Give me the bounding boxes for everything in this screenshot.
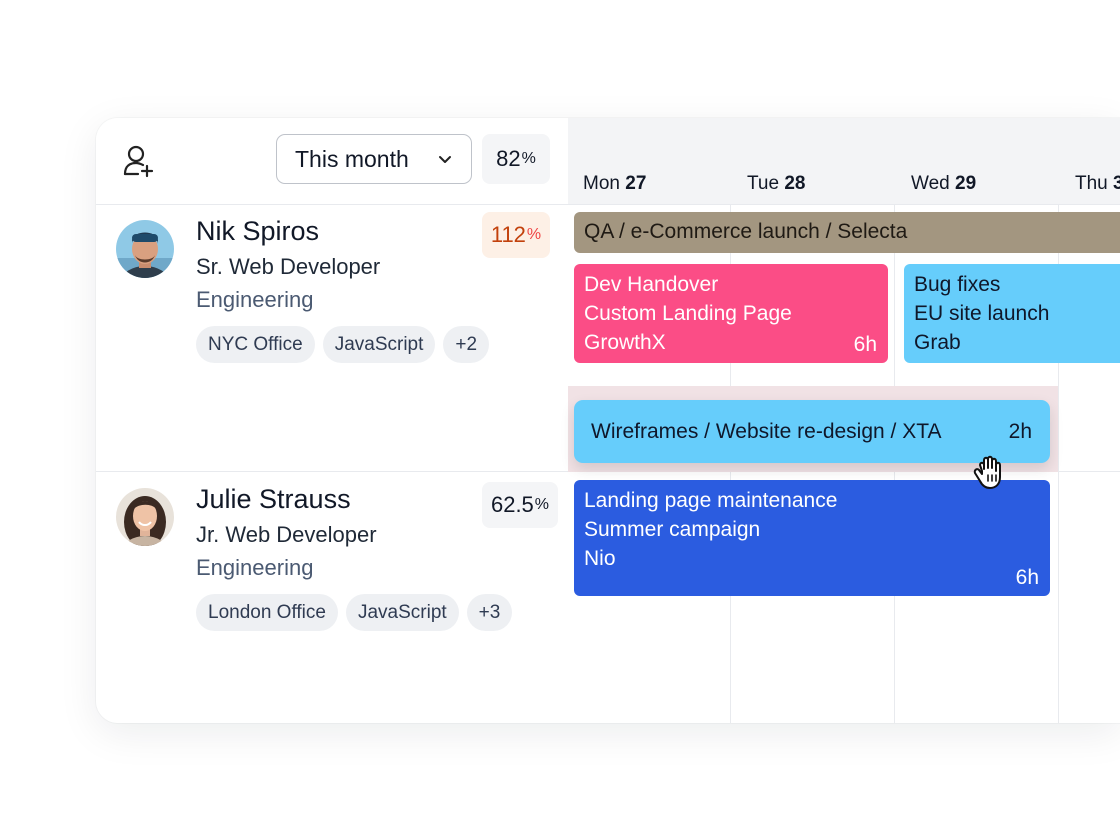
tag[interactable]: London Office [196, 594, 338, 631]
person-role: Jr. Web Developer [196, 522, 377, 547]
task-title: Landing page maintenance [584, 489, 838, 512]
team-utilization-value: 82 [496, 146, 521, 171]
person-tags: London Office JavaScript +3 [196, 594, 513, 631]
people-panel: This month 82% Nik S [96, 118, 569, 723]
person-name[interactable]: Nik Spiros [196, 216, 320, 246]
task-client: Grab [914, 331, 961, 354]
day-label-mon: Mon 27 [583, 173, 647, 194]
task-project: Custom Landing Page [584, 302, 792, 325]
chevron-down-icon [439, 156, 451, 163]
day-label-thu: Thu 30 [1075, 173, 1120, 194]
person-tags: NYC Office JavaScript +2 [196, 326, 490, 363]
task-qa-ecommerce[interactable]: QA / e-Commerce launch / Selecta [574, 212, 1120, 253]
utilization-badge: 112% [482, 212, 550, 258]
task-title: Dev Handover [584, 273, 719, 296]
task-hours: 2h [1008, 419, 1032, 443]
person-department: Engineering [196, 287, 314, 312]
person-row: Julie Strauss Jr. Web Developer Engineer… [96, 472, 568, 723]
task-label: Wireframes / Website re-design / XTA [591, 419, 942, 443]
task-dev-handover[interactable]: Dev Handover Custom Landing Page GrowthX… [574, 264, 888, 363]
task-client: Nio [584, 547, 616, 570]
task-client: GrowthX [584, 331, 666, 354]
add-person-icon[interactable] [122, 144, 154, 178]
tag-more[interactable]: +3 [466, 594, 513, 631]
person-name[interactable]: Julie Strauss [196, 484, 351, 514]
person-department: Engineering [196, 555, 314, 580]
task-title: Bug fixes [914, 273, 1001, 296]
tag-more[interactable]: +2 [443, 326, 490, 363]
avatar[interactable] [116, 220, 174, 278]
task-wireframes-dragging[interactable]: Wireframes / Website re-design / XTA 2h [574, 400, 1050, 463]
grid-divider [1058, 204, 1059, 723]
utilization-value: 112 [490, 222, 526, 247]
period-select[interactable]: This month [276, 134, 472, 184]
utilization-value: 62.5 [490, 492, 534, 517]
task-hours: 6h [1015, 566, 1039, 589]
day-label-wed: Wed 29 [911, 173, 977, 194]
utilization-unit: % [534, 496, 550, 513]
tag[interactable]: JavaScript [345, 594, 459, 631]
task-hours: 6h [853, 333, 877, 356]
tag[interactable]: NYC Office [196, 326, 315, 363]
resource-planner-card: This month 82% Nik S [96, 118, 1120, 723]
schedule-grid: Mon 27 Tue 28 Wed 29 Thu 30 QA / e-Comme… [568, 118, 1120, 723]
task-project: Summer campaign [584, 518, 761, 541]
task-landing-page-maintenance[interactable]: Landing page maintenance Summer campaign… [574, 480, 1050, 596]
utilization-badge: 62.5% [482, 482, 558, 528]
people-panel-header: This month 82% [96, 118, 568, 205]
grab-cursor-icon [973, 455, 1001, 489]
utilization-unit: % [526, 226, 542, 243]
period-select-value: This month [295, 145, 409, 172]
tag[interactable]: JavaScript [322, 326, 436, 363]
task-project: EU site launch [914, 302, 1050, 325]
day-label-tue: Tue 28 [747, 173, 806, 194]
avatar[interactable] [116, 488, 174, 546]
task-bug-fixes[interactable]: Bug fixes EU site launch Grab [904, 264, 1120, 363]
person-row: Nik Spiros Sr. Web Developer Engineering… [96, 204, 568, 472]
person-role: Sr. Web Developer [196, 254, 381, 279]
task-label: QA / e-Commerce launch / Selecta [584, 220, 908, 243]
team-utilization-unit: % [521, 150, 536, 167]
team-utilization-badge: 82% [482, 134, 550, 184]
day-header [568, 118, 1120, 205]
